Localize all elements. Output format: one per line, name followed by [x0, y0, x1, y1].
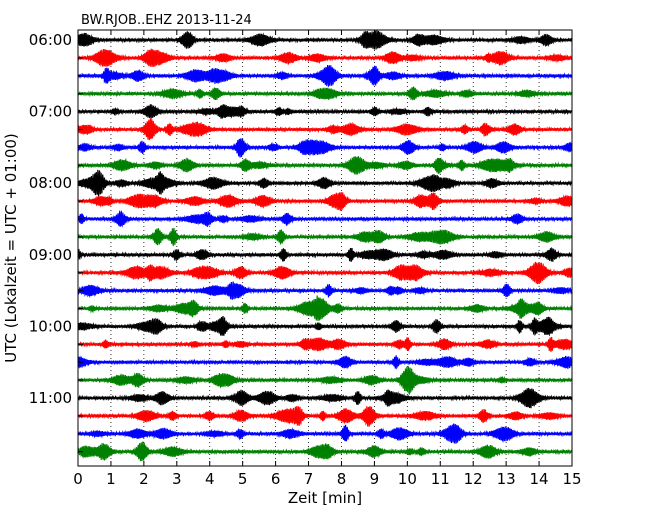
x-tick-label: 15: [562, 470, 581, 488]
x-tick-label: 5: [238, 470, 248, 488]
x-tick-label: 1: [106, 470, 116, 488]
seismic-trace: [77, 103, 573, 119]
seismic-trace: [77, 138, 573, 158]
y-axis-ticks: 06:00 07:00 08:00 09:00 10:00 11:00: [29, 31, 83, 453]
seismic-trace: [77, 355, 573, 370]
seismic-trace: [77, 156, 573, 175]
seismic-trace: [77, 387, 573, 409]
x-tick-label: 11: [431, 470, 450, 488]
y-axis-label: UTC (Lokalzeit = UTC + 01:00): [2, 133, 20, 363]
seismic-trace: [77, 118, 573, 141]
x-tick-label: 13: [497, 470, 516, 488]
x-tick-label: 6: [271, 470, 281, 488]
seismic-trace: [77, 406, 573, 427]
y-tick-label: 07:00: [29, 103, 72, 121]
x-axis-ticks: 0 1 2 3 4 5 6 7 8 9 10 11 12 13 14 15: [73, 30, 582, 488]
x-tick-label: 0: [73, 470, 83, 488]
x-tick-label: 10: [398, 470, 417, 488]
seismic-trace: [77, 261, 573, 285]
seismic-trace: [77, 336, 573, 352]
seismic-trace: [77, 48, 573, 68]
x-axis-label: Zeit [min]: [288, 489, 362, 507]
seismic-trace: [77, 281, 573, 300]
seismic-trace: [77, 209, 573, 228]
seismic-trace: [77, 227, 573, 246]
seismic-trace: [77, 86, 573, 101]
seismic-trace: [77, 30, 573, 50]
y-tick-label: 06:00: [29, 31, 72, 49]
x-tick-label: 2: [139, 470, 149, 488]
seismic-trace: [77, 423, 573, 444]
plot-frame: [77, 29, 573, 467]
y-tick-label: 08:00: [29, 174, 72, 192]
seismic-trace: [77, 316, 573, 337]
x-tick-label: 4: [205, 470, 215, 488]
x-tick-label: 9: [370, 470, 380, 488]
x-tick-label: 14: [530, 470, 549, 488]
y-tick-label: 10:00: [29, 317, 72, 335]
seismic-trace: [77, 169, 573, 197]
seismic-trace: [77, 192, 573, 211]
seismic-trace: [77, 366, 573, 395]
chart-title: BW.RJOB..EHZ 2013-11-24: [81, 13, 252, 28]
seismic-trace: [77, 65, 573, 87]
x-tick-label: 12: [464, 470, 483, 488]
grid-lines: [110, 30, 540, 466]
seismic-trace: [77, 441, 573, 462]
seismic-trace: [77, 246, 573, 263]
x-tick-label: 8: [337, 470, 347, 488]
seismic-trace: [77, 295, 573, 321]
y-tick-label: 11:00: [29, 389, 72, 407]
x-tick-label: 3: [172, 470, 182, 488]
y-tick-label: 09:00: [29, 246, 72, 264]
seismic-traces: [77, 30, 573, 462]
x-tick-label: 7: [304, 470, 314, 488]
